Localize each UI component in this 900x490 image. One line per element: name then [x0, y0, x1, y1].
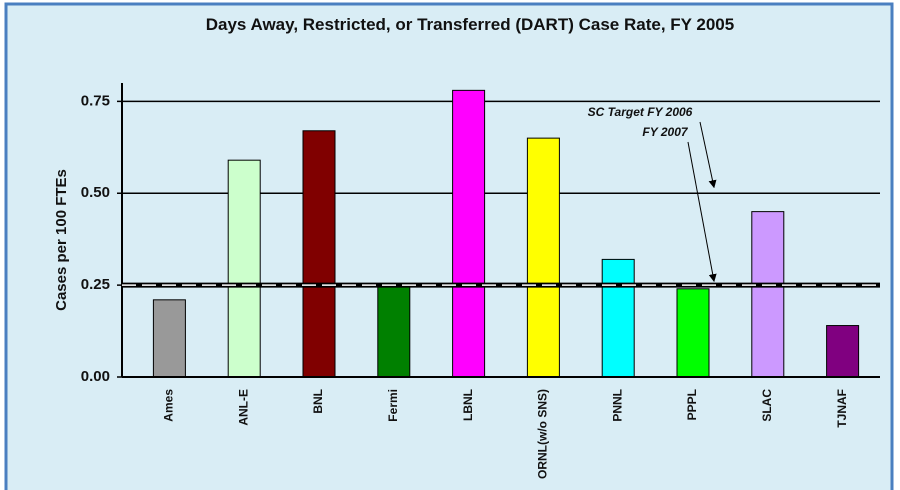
bar [302, 130, 336, 378]
x-tick-label: BNL [311, 389, 325, 414]
y-tick-label: 0.50 [81, 184, 110, 201]
x-tick-label: TJNAF [835, 389, 849, 428]
annotation: SC Target FY 2006 [588, 105, 693, 119]
x-tick-label: ANL-E [236, 389, 250, 426]
x-tick-label: Ames [162, 389, 176, 422]
x-tick-label: SLAC [760, 389, 774, 422]
bar [377, 284, 411, 378]
x-tick-label: ORNL(w/o SNS) [536, 389, 550, 479]
y-tick-label: 0.00 [81, 368, 110, 385]
annotation-arrow [687, 141, 717, 283]
y-tick-label: 0.75 [81, 92, 110, 109]
x-tick-label: Fermi [386, 389, 400, 422]
annotation: FY 2007 [642, 125, 688, 139]
bar [227, 159, 261, 378]
y-tick-label: 0.25 [81, 276, 110, 293]
bar [526, 137, 560, 378]
bar [452, 89, 486, 378]
annotation-arrow [699, 121, 717, 189]
x-tick-label: LBNL [461, 389, 475, 421]
x-tick-label: PNNL [610, 389, 624, 422]
bar [601, 258, 635, 378]
chart-title: Days Away, Restricted, or Transferred (D… [205, 15, 735, 34]
bar [676, 288, 710, 378]
x-tick-label: PPPL [685, 389, 699, 420]
y-axis-label: Cases per 100 FTEs [53, 169, 70, 311]
bar [152, 299, 186, 378]
bar [751, 211, 785, 378]
bar [826, 325, 860, 378]
chart-frame [4, 2, 894, 490]
